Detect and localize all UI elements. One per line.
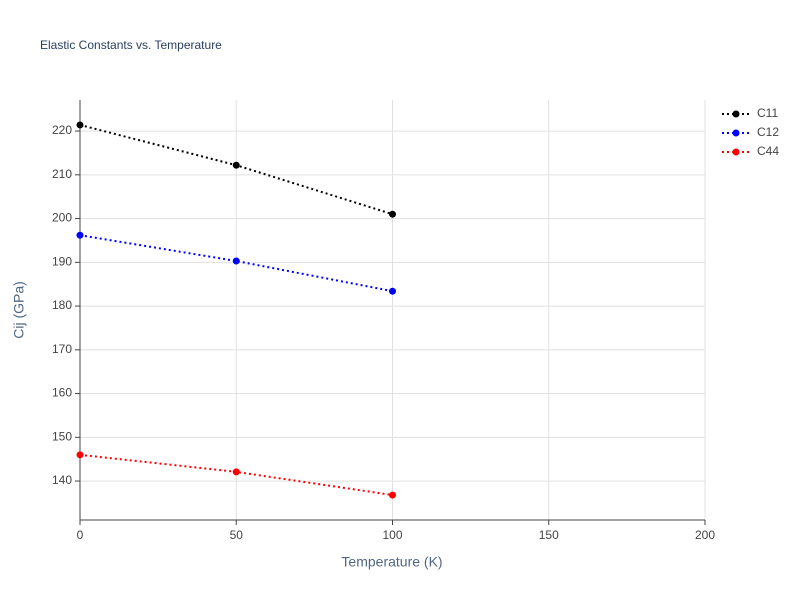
y-tick-label: 160 (52, 386, 72, 400)
x-tick-label: 200 (695, 528, 715, 542)
legend-marker (732, 129, 740, 137)
data-point (389, 287, 396, 295)
y-tick-label: 210 (52, 167, 72, 181)
data-point (76, 121, 84, 129)
x-axis-title: Temperature (K) (341, 554, 442, 570)
x-tick-label: 50 (230, 528, 244, 542)
y-axis-title: Cij (GPa) (11, 281, 27, 339)
y-tick-label: 150 (52, 429, 72, 443)
x-tick-label: 100 (382, 528, 402, 542)
legend-label: C44 (757, 144, 779, 158)
legend-marker (732, 148, 740, 156)
legend-marker (732, 110, 740, 118)
data-point (232, 257, 240, 265)
y-tick-label: 220 (52, 123, 72, 137)
x-tick-label: 150 (539, 528, 559, 542)
y-tick-label: 140 (52, 473, 72, 487)
data-point (389, 491, 396, 499)
data-point (76, 451, 84, 459)
chart-title: Elastic Constants vs. Temperature (40, 38, 222, 52)
y-tick-label: 200 (52, 211, 72, 225)
data-point (76, 231, 84, 239)
legend-label: C12 (757, 125, 779, 139)
y-tick-label: 170 (52, 342, 72, 356)
x-tick-label: 0 (77, 528, 84, 542)
data-point (232, 161, 240, 169)
data-point (232, 468, 240, 476)
legend-label: C11 (757, 106, 778, 120)
data-point (389, 210, 396, 218)
y-tick-label: 190 (52, 254, 72, 268)
y-tick-label: 180 (52, 298, 72, 312)
